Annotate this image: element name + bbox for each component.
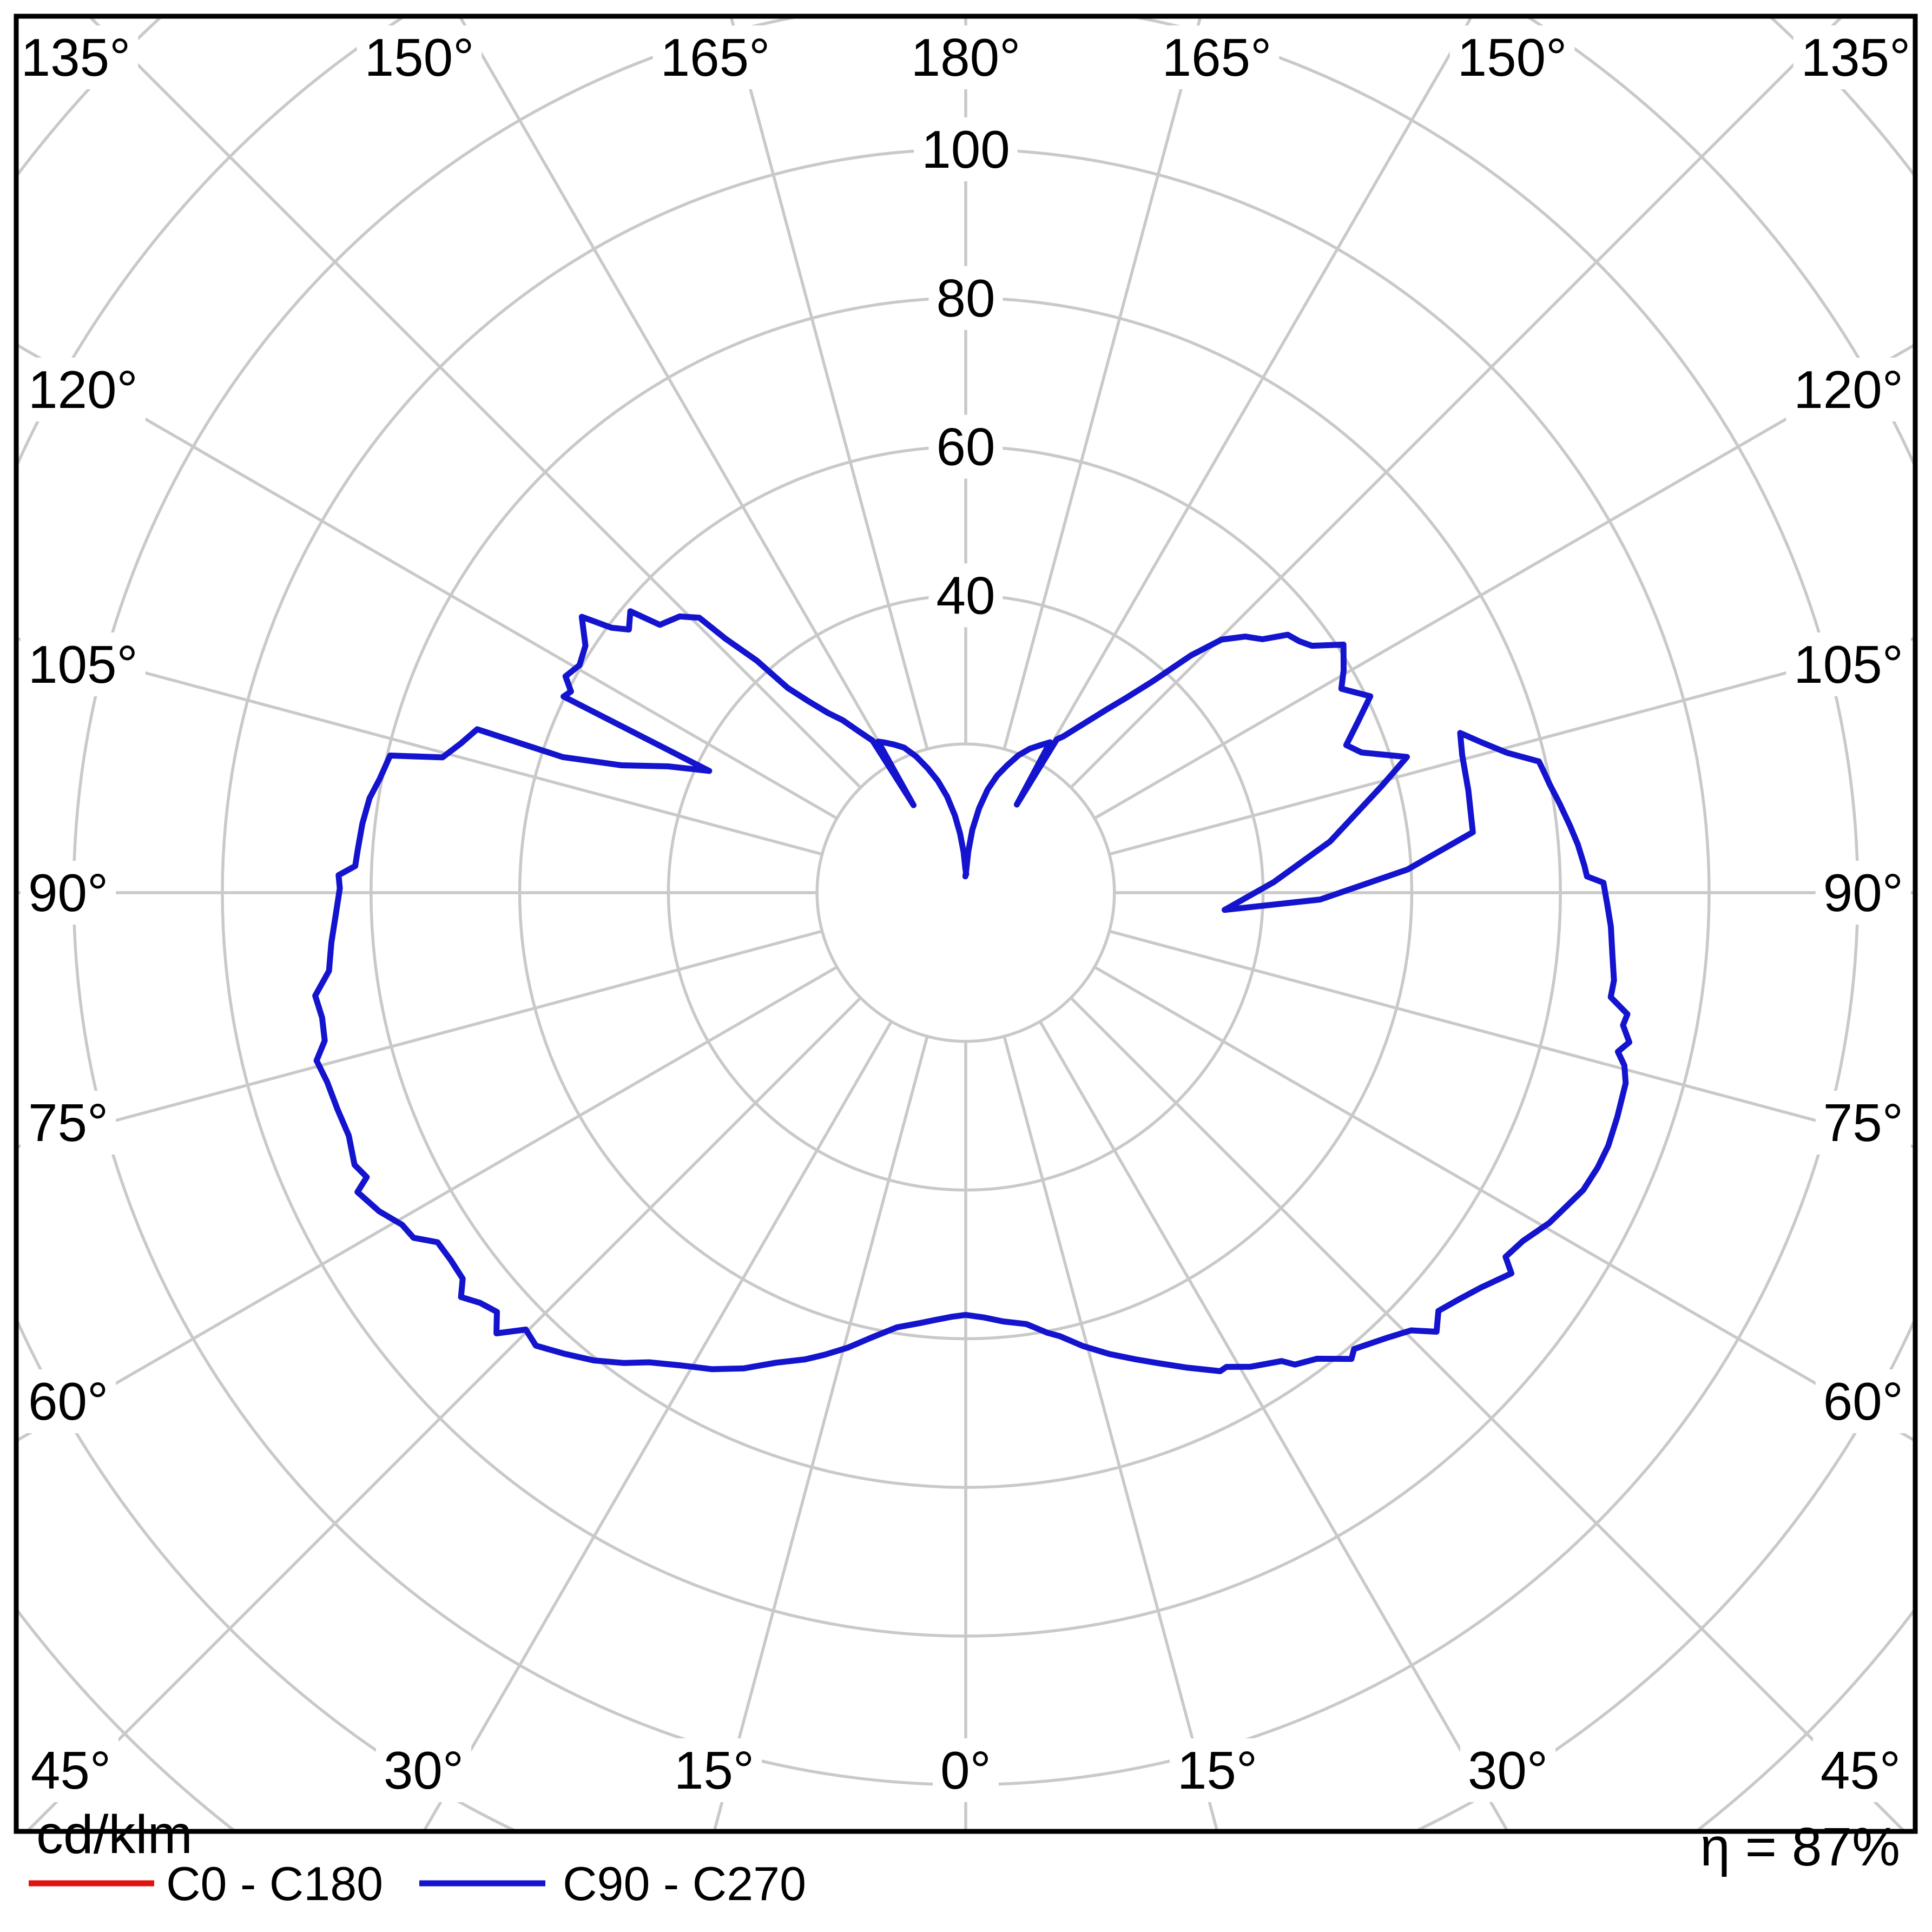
label-mask: [1812, 1738, 1909, 1802]
grid-ray: [1109, 929, 1916, 1149]
angle-label-left-105: 105°: [28, 635, 138, 694]
label-mask: [933, 1738, 999, 1802]
grid-ray: [713, 1036, 929, 1832]
grid-ray: [88, 15, 862, 789]
radial-label-80: 80: [936, 268, 995, 328]
label-mask: [23, 1738, 119, 1802]
label-mask: [666, 1738, 762, 1802]
angle-label-top-165: 165°: [1162, 28, 1272, 87]
label-mask: [21, 861, 116, 925]
label-mask: [1786, 358, 1911, 421]
angle-label-bottom-30: 30°: [1468, 1740, 1548, 1800]
angle-label-bottom-30: 30°: [384, 1740, 464, 1800]
label-mask: [357, 25, 482, 89]
label-mask: [903, 25, 1028, 89]
angle-label-top-135: 135°: [21, 28, 131, 87]
grid-circle: [815, 742, 1116, 1043]
angle-label-left-75: 75°: [28, 1093, 108, 1152]
grid-ray: [15, 966, 838, 1442]
angle-label-bottom-15: 15°: [1177, 1740, 1257, 1800]
label-mask: [13, 25, 139, 89]
angle-label-bottom-0: 0°: [940, 1740, 991, 1800]
grid-ray: [15, 343, 838, 820]
efficiency-label: η = 87%: [1700, 1817, 1900, 1877]
label-mask: [1815, 1091, 1911, 1155]
label-mask: [1815, 861, 1911, 925]
grid-ray: [1003, 1036, 1219, 1832]
grid-ray: [1093, 966, 1916, 1442]
label-mask: [1449, 25, 1575, 89]
radial-label-40: 40: [936, 565, 995, 625]
intensity-curves: [312, 608, 1632, 1374]
angle-label-left-90: 90°: [28, 863, 108, 922]
angle-label-right-105: 105°: [1793, 635, 1903, 694]
label-mask: [1154, 25, 1280, 89]
label-mask: [1460, 1738, 1556, 1802]
legend-label-c90: C90 - C270: [563, 1857, 806, 1910]
angle-label-right-75: 75°: [1823, 1093, 1903, 1152]
angle-label-bottom-15: 15°: [674, 1740, 754, 1800]
grid-ray: [16, 929, 823, 1149]
curve-c90-c270: [312, 608, 1632, 1374]
angle-label-top-150: 150°: [1458, 28, 1567, 87]
grid-ray: [1070, 997, 1905, 1832]
legend: C0 - C180 C90 - C270: [29, 1857, 806, 1910]
grid-ray: [26, 997, 862, 1832]
grid-ray: [729, 16, 929, 750]
angle-label-bottom-45: 45°: [1821, 1740, 1901, 1800]
radial-label-100: 100: [921, 120, 1010, 179]
angle-label-left-120: 120°: [28, 360, 138, 419]
units-label: cd/klm: [36, 1804, 193, 1865]
angle-label-top-165: 165°: [661, 28, 770, 87]
angle-label-right-60: 60°: [1823, 1371, 1903, 1431]
angle-label-right-90: 90°: [1823, 863, 1903, 922]
grid-ray: [1039, 15, 1473, 765]
angle-label-right-120: 120°: [1793, 360, 1903, 419]
label-mask: [21, 1091, 116, 1155]
label-mask: [928, 266, 1003, 330]
grid-ray: [458, 15, 893, 765]
grid-ray: [1039, 1020, 1509, 1832]
grid-ray: [1093, 343, 1916, 820]
radial-label-60: 60: [936, 417, 995, 477]
angle-label-top-180: 180°: [911, 28, 1021, 87]
label-mask: [652, 25, 778, 89]
label-mask: [1169, 1738, 1265, 1802]
grid-ray: [16, 637, 823, 856]
label-mask: [928, 563, 1003, 628]
label-mask: [21, 632, 146, 696]
grid-ray: [1109, 637, 1916, 856]
label-mask: [1815, 1369, 1911, 1433]
label-mask: [1786, 632, 1911, 696]
legend-label-c0: C0 - C180: [166, 1857, 383, 1910]
chart-frame: [14, 14, 1918, 1834]
label-mask: [21, 358, 146, 421]
label-mask: [375, 1738, 472, 1802]
angle-label-left-60: 60°: [28, 1371, 108, 1431]
label-mask: [1793, 25, 1918, 89]
grid-ray: [1003, 16, 1202, 750]
angle-label-bottom-45: 45°: [31, 1740, 111, 1800]
grid-labels: 120° 120° 105° 105° 90° 90° 75° 75° 60° 60° 135° 15…: [13, 25, 1918, 1802]
angle-label-top-135: 135°: [1801, 28, 1911, 87]
angle-label-top-150: 150°: [365, 28, 474, 87]
label-mask: [21, 1369, 116, 1433]
label-mask: [914, 117, 1018, 181]
label-mask: [928, 414, 1003, 479]
grid-ray: [422, 1020, 893, 1832]
grid-ray: [1070, 15, 1843, 789]
